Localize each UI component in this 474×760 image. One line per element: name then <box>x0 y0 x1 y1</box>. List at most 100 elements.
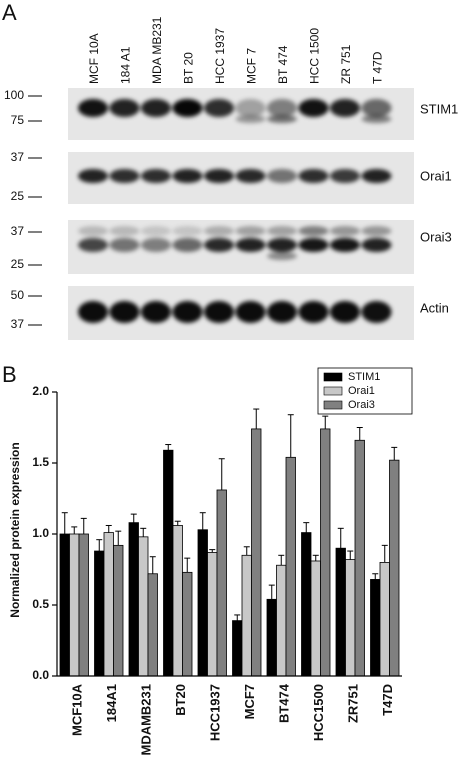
protein-label: Orai3 <box>420 229 452 244</box>
bar <box>345 559 356 677</box>
blot-bands <box>78 169 392 183</box>
blot-bands <box>78 99 392 123</box>
band <box>109 99 140 117</box>
bar <box>94 550 105 677</box>
bar <box>182 571 193 677</box>
bar <box>59 533 70 677</box>
panel-label: B <box>2 362 17 387</box>
band <box>330 99 360 117</box>
band <box>78 99 108 117</box>
y-tick-label: 0.0 <box>32 668 49 682</box>
marker-label: 37 <box>11 224 25 238</box>
bar <box>389 459 400 677</box>
x-tick-label: MCF7 <box>242 684 257 719</box>
bar <box>310 560 321 677</box>
band <box>141 169 171 183</box>
bar <box>232 620 243 677</box>
band <box>78 226 108 236</box>
bar <box>113 544 124 677</box>
band <box>204 99 234 117</box>
error-bar <box>347 550 354 560</box>
bar <box>163 449 174 677</box>
band <box>204 301 234 323</box>
marker-label: 25 <box>11 257 25 271</box>
lane-label: MCF 7 <box>245 48 259 84</box>
x-tick-label: HCC1937 <box>208 684 223 741</box>
band <box>235 238 266 252</box>
band <box>330 301 360 323</box>
error-bar <box>278 554 285 566</box>
lane-label: BT 20 <box>182 52 196 84</box>
bar <box>216 489 227 677</box>
band <box>235 169 266 183</box>
error-bar <box>356 427 363 441</box>
error-bar <box>303 522 310 533</box>
error-bar <box>243 546 250 556</box>
bar <box>241 554 252 677</box>
bar <box>276 564 287 677</box>
band <box>361 238 392 252</box>
band <box>298 226 329 236</box>
band <box>78 238 108 252</box>
band <box>141 238 171 252</box>
legend-swatch <box>323 400 343 410</box>
legend-label: STIM1 <box>348 371 380 383</box>
error-bar <box>105 524 112 533</box>
lane-label: 184 A1 <box>119 46 133 84</box>
legend-swatch <box>323 372 343 382</box>
band <box>204 226 234 236</box>
bar <box>379 562 390 677</box>
error-bar <box>184 557 191 573</box>
band <box>172 169 203 183</box>
band <box>141 301 171 323</box>
y-tick-label: 0.5 <box>32 597 49 611</box>
band <box>267 238 297 252</box>
error-bar <box>209 549 216 553</box>
error-bar <box>287 414 294 458</box>
band <box>298 238 329 252</box>
band <box>361 226 392 236</box>
band <box>267 226 297 236</box>
bar <box>301 532 312 677</box>
band <box>267 115 297 123</box>
error-bar <box>381 544 388 563</box>
panel-label: A <box>2 0 17 25</box>
x-tick-label: BT474 <box>277 683 292 723</box>
band <box>109 169 140 183</box>
marker-label: 50 <box>11 288 25 302</box>
y-tick-label: 1.0 <box>32 526 49 540</box>
marker-label: 37 <box>11 317 25 331</box>
x-tick-label: BT20 <box>173 684 188 716</box>
marker-label: 75 <box>11 113 25 127</box>
bar <box>251 428 262 677</box>
bar <box>138 536 149 677</box>
error-bar <box>80 517 87 534</box>
error-bar <box>165 444 172 451</box>
band <box>172 238 203 252</box>
band <box>204 169 234 183</box>
band <box>330 226 360 236</box>
band <box>109 226 140 236</box>
band <box>78 169 108 183</box>
y-axis-label: Normalized protein expression <box>8 442 22 617</box>
y-tick-label: 2.0 <box>32 384 49 398</box>
band <box>141 226 171 236</box>
bar <box>78 533 89 677</box>
x-tick-label: T47D <box>380 684 395 716</box>
bar <box>147 573 158 677</box>
band <box>78 301 108 323</box>
error-bar <box>372 573 379 580</box>
x-tick-label: 184A1 <box>104 684 119 722</box>
marker-label: 100 <box>4 88 24 102</box>
protein-label: Actin <box>420 300 449 315</box>
lane-label: MDA MB231 <box>150 16 164 84</box>
x-tick-label: MDAMB231 <box>139 684 154 756</box>
band <box>235 99 266 117</box>
error-bar <box>199 512 206 530</box>
bar <box>128 522 139 677</box>
band <box>109 301 140 323</box>
band <box>361 301 392 323</box>
error-bar <box>268 584 275 600</box>
error-bar <box>174 520 181 526</box>
bar <box>197 529 208 677</box>
